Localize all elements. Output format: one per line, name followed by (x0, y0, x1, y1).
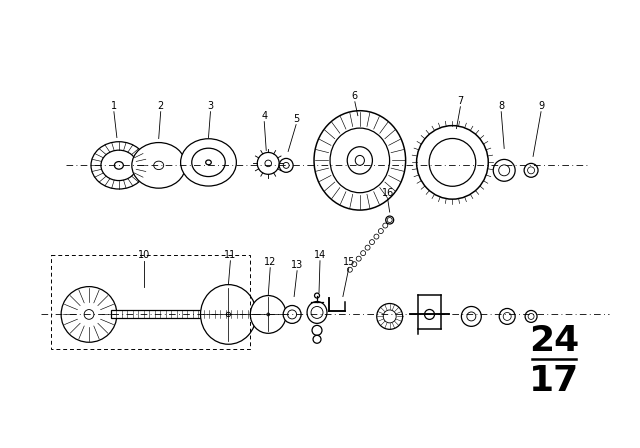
Ellipse shape (307, 302, 327, 323)
Ellipse shape (352, 262, 356, 267)
Ellipse shape (525, 310, 537, 323)
Ellipse shape (386, 216, 394, 224)
Ellipse shape (154, 161, 164, 170)
Ellipse shape (383, 223, 388, 228)
Text: 11: 11 (224, 250, 237, 260)
Ellipse shape (429, 138, 476, 186)
Ellipse shape (467, 312, 476, 321)
Ellipse shape (313, 335, 321, 343)
Ellipse shape (115, 162, 124, 169)
Ellipse shape (383, 310, 396, 323)
Text: 15: 15 (342, 257, 355, 267)
Ellipse shape (251, 309, 260, 320)
Ellipse shape (355, 155, 364, 165)
Text: 12: 12 (264, 257, 276, 267)
Text: 5: 5 (293, 114, 300, 124)
Ellipse shape (287, 310, 296, 319)
Text: 16: 16 (381, 188, 394, 198)
Ellipse shape (283, 162, 289, 168)
Ellipse shape (528, 314, 534, 319)
Ellipse shape (424, 310, 435, 319)
Text: 1: 1 (111, 101, 117, 111)
Ellipse shape (330, 128, 390, 193)
Ellipse shape (265, 160, 271, 167)
Text: 4: 4 (261, 111, 268, 121)
Text: 13: 13 (291, 260, 303, 270)
Ellipse shape (417, 125, 488, 199)
Ellipse shape (205, 160, 211, 165)
Ellipse shape (365, 245, 370, 250)
Ellipse shape (283, 306, 301, 323)
Ellipse shape (377, 303, 403, 329)
Text: 17: 17 (529, 364, 579, 398)
Ellipse shape (312, 325, 322, 335)
Ellipse shape (257, 152, 279, 174)
Ellipse shape (527, 167, 534, 174)
Ellipse shape (493, 159, 515, 181)
Ellipse shape (250, 296, 286, 333)
Text: 9: 9 (538, 101, 544, 111)
Text: 24: 24 (529, 324, 579, 358)
Ellipse shape (499, 309, 515, 324)
Ellipse shape (91, 142, 147, 189)
Ellipse shape (348, 147, 372, 174)
Ellipse shape (132, 142, 186, 188)
Ellipse shape (461, 306, 481, 326)
Ellipse shape (311, 306, 323, 319)
Text: 3: 3 (207, 101, 214, 111)
Ellipse shape (279, 159, 293, 172)
Ellipse shape (387, 218, 392, 223)
Ellipse shape (192, 148, 225, 177)
Ellipse shape (61, 287, 117, 342)
Ellipse shape (369, 240, 374, 245)
Ellipse shape (267, 313, 269, 316)
Text: 14: 14 (314, 250, 326, 260)
Ellipse shape (374, 234, 379, 239)
Text: 6: 6 (352, 91, 358, 101)
Ellipse shape (524, 164, 538, 177)
Ellipse shape (180, 139, 236, 186)
Text: 2: 2 (157, 101, 164, 111)
Ellipse shape (499, 165, 509, 176)
Ellipse shape (503, 312, 511, 320)
Ellipse shape (348, 267, 353, 272)
Ellipse shape (101, 150, 137, 181)
Ellipse shape (200, 284, 256, 344)
Ellipse shape (227, 312, 230, 317)
Ellipse shape (361, 251, 365, 256)
Bar (51, 255, 250, 349)
Ellipse shape (84, 310, 94, 319)
Text: 8: 8 (498, 101, 504, 111)
Text: 10: 10 (138, 250, 150, 260)
Text: 7: 7 (457, 96, 463, 106)
Ellipse shape (314, 111, 406, 210)
Ellipse shape (356, 256, 361, 261)
Bar (111, 310, 256, 319)
Ellipse shape (378, 228, 383, 233)
Ellipse shape (314, 293, 319, 298)
